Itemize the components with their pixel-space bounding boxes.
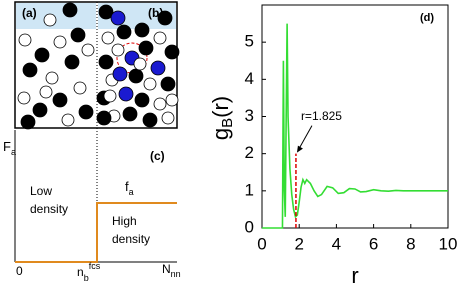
particle <box>98 4 114 20</box>
particle <box>22 62 38 78</box>
step-line <box>15 202 177 263</box>
highlight-circle <box>116 42 148 74</box>
particle <box>122 106 138 122</box>
particle <box>110 10 126 26</box>
threshold-label: nbfcs <box>77 261 101 283</box>
particle <box>164 44 180 60</box>
particle <box>98 54 114 70</box>
particle <box>165 93 179 107</box>
x-tick-label: 10 <box>439 234 458 253</box>
particle <box>70 27 86 43</box>
panel-label: (d) <box>420 12 434 24</box>
y-tick-label: 1 <box>245 180 254 199</box>
annotation-arrow <box>297 125 313 151</box>
particle <box>103 89 117 103</box>
particle <box>81 43 95 57</box>
axis-label: Fa <box>3 139 16 157</box>
x-tick-label: 0 <box>257 234 266 253</box>
x-tick-label: 6 <box>369 234 378 253</box>
particle <box>53 35 67 49</box>
particle <box>116 24 132 40</box>
particle <box>17 91 31 105</box>
particle <box>160 76 176 92</box>
y-tick-label: 2 <box>245 143 254 162</box>
plot-frame <box>261 4 449 229</box>
particle <box>153 31 167 45</box>
data-line <box>262 23 448 229</box>
x-tick-label: 2 <box>294 234 303 253</box>
particle <box>101 31 115 45</box>
particle <box>78 104 94 120</box>
particle <box>39 85 53 99</box>
x-tick-label: 8 <box>406 234 415 253</box>
particle <box>61 113 75 127</box>
particle <box>96 110 112 126</box>
particle <box>134 22 150 38</box>
panel-label: (c) <box>150 149 165 163</box>
particle <box>134 92 150 108</box>
particle <box>34 47 50 63</box>
y-tick-label: 4 <box>245 69 254 88</box>
particle <box>150 60 166 76</box>
particle <box>133 57 147 71</box>
snapshots: (a) (b) <box>14 1 180 262</box>
region-label: density <box>112 232 150 246</box>
particle <box>18 33 32 47</box>
region-label: High <box>112 214 137 228</box>
particle <box>43 13 57 27</box>
particle <box>64 54 80 70</box>
origin-label: 0 <box>16 264 23 278</box>
y-tick-label: 0 <box>245 217 254 236</box>
y-tick-label: 3 <box>245 106 254 125</box>
panel-label: (a) <box>22 6 37 20</box>
level-label: fa <box>125 179 134 197</box>
x-axis-label: r <box>351 263 358 288</box>
x-tick-label: 4 <box>332 234 341 253</box>
schematic: (c) Fa Low density fa High density 0 nbf… <box>3 130 181 283</box>
particle <box>128 68 144 84</box>
region-label: Low <box>30 184 52 198</box>
annotation-text: r=1.825 <box>301 109 342 123</box>
particle <box>45 71 59 85</box>
particle <box>142 112 158 128</box>
axis-label: Nnn <box>162 262 181 279</box>
particle <box>62 2 78 18</box>
particle <box>32 102 48 118</box>
particle <box>143 77 157 91</box>
y-axis-label: gB(r) <box>208 96 236 140</box>
arrow-head <box>296 145 303 153</box>
particle <box>52 92 68 108</box>
particle <box>138 40 154 56</box>
particle <box>20 114 36 130</box>
particle <box>73 81 87 95</box>
header-band <box>16 3 96 29</box>
particle <box>118 86 134 102</box>
chart: (d) r gB(r) 0 1 2 3 4 5 0 2 4 6 8 10 r=1.825 <box>208 4 458 288</box>
particle <box>161 111 175 125</box>
y-tick-label: 5 <box>245 32 254 51</box>
region-label: density <box>30 202 68 216</box>
particle <box>153 97 167 111</box>
snapshot-frame <box>14 1 178 129</box>
particle <box>111 43 125 57</box>
particle <box>112 66 128 82</box>
particle <box>157 10 173 26</box>
